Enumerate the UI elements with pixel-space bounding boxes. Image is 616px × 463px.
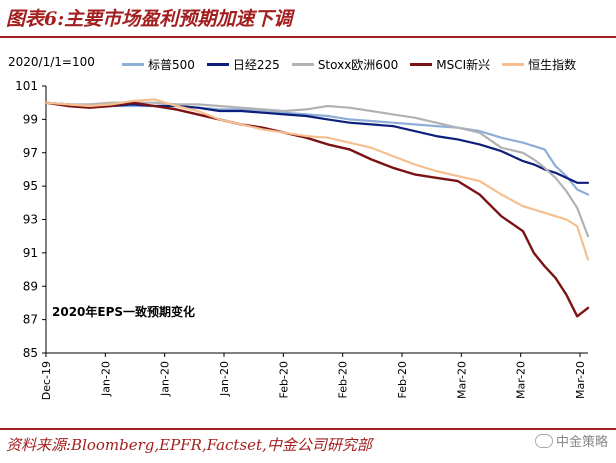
- watermark: 中金策略: [534, 431, 608, 450]
- source-note: 资料来源:Bloomberg,EPFR,Factset,中金公司研究部: [6, 436, 372, 454]
- legend-swatch: [206, 63, 229, 66]
- x-tick-label: Mar-20: [455, 361, 468, 399]
- x-tick-label: Jan-20: [99, 361, 112, 397]
- legend-item: MSCI新兴: [410, 56, 490, 73]
- legend-item: 日经225: [206, 56, 280, 73]
- legend-item: Stoxx欧洲600: [291, 56, 399, 73]
- y-tick-label: 93: [23, 213, 38, 227]
- y-tick-label: 95: [23, 179, 38, 193]
- footer-divider: [0, 428, 616, 430]
- title-divider: [0, 36, 616, 38]
- y-tick-label: 87: [23, 313, 38, 327]
- series-line-2: [44, 101, 590, 238]
- series-line-4: [44, 98, 590, 261]
- x-tick-label: Jan-20: [159, 361, 172, 397]
- x-tick-label: Mar-20: [515, 361, 528, 399]
- line-chart: 85 87 89 91 93 95 97 99 101 Dec-19 Jan-20 Jan-20 Jan…: [8, 55, 590, 400]
- chart-axes: 85 87 89 91 93 95 97 99 101 Dec-19 Jan-20 Jan-20 Jan…: [15, 79, 588, 400]
- legend-swatch: [291, 63, 314, 66]
- x-tick-label: Feb-20: [396, 361, 409, 398]
- x-tick-label: Feb-20: [277, 361, 290, 398]
- y-tick-label: 99: [23, 112, 38, 126]
- x-tick-label: Mar-20: [574, 361, 587, 399]
- legend-swatch: [502, 63, 525, 66]
- legend-item: 标普500: [122, 56, 195, 73]
- wechat-icon: [534, 434, 553, 448]
- legend-label: MSCI新兴: [436, 58, 491, 72]
- legend-item: 恒生指数: [502, 56, 576, 73]
- x-tick-label: Dec-19: [40, 361, 53, 400]
- y-tick-label: 101: [15, 79, 38, 93]
- legend-label: 日经225: [232, 58, 280, 72]
- watermark-text: 中金策略: [555, 435, 608, 450]
- legend-label: 恒生指数: [528, 58, 577, 72]
- legend-label: 标普500: [148, 58, 195, 72]
- legend-swatch: [122, 63, 144, 66]
- y-tick-label: 89: [23, 279, 38, 293]
- y-tick-label: 97: [23, 146, 38, 160]
- series-layer: [44, 98, 590, 318]
- y-tick-label: 85: [23, 346, 38, 360]
- legend-swatch: [410, 63, 433, 66]
- x-tick-label: Feb-20: [337, 361, 350, 398]
- series-line-3: [44, 101, 590, 318]
- base-label: 2020/1/1=100: [8, 55, 95, 69]
- legend-label: Stoxx欧洲600: [317, 58, 399, 72]
- figure-title: 图表6:主要市场盈利预期加速下调: [6, 8, 293, 30]
- x-tick-label: Jan-20: [218, 361, 231, 397]
- chart-legend: 标普500 日经225 Stoxx欧洲600 MSCI新兴 恒生指数: [122, 56, 576, 73]
- y-tick-label: 91: [23, 246, 38, 260]
- chart-annotation: 2020年EPS一致预期变化: [52, 304, 195, 319]
